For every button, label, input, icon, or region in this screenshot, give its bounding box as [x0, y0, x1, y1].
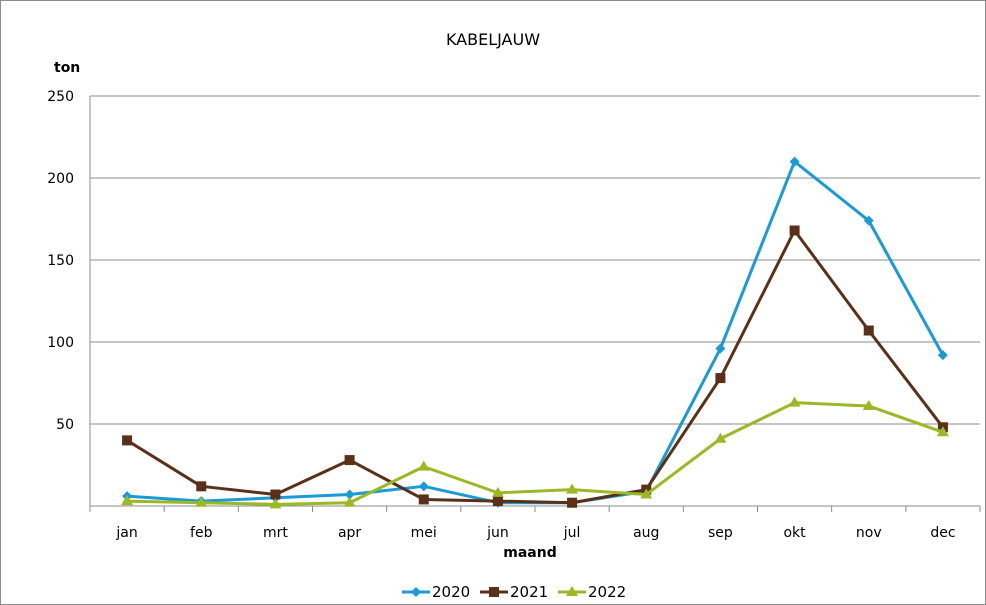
axes: 250 200 150 100 50 jan feb mrt apr mei jun jul aug se… — [47, 89, 981, 541]
data-point-2022-dec — [936, 426, 949, 437]
data-point-2021-mrt — [270, 489, 281, 500]
data-point-2022-nov — [862, 399, 875, 410]
data-point-2021-nov — [863, 325, 874, 336]
y-tick-label: 250 — [47, 89, 74, 105]
data-point-2021-sep — [715, 373, 726, 384]
x-tick-label: jan — [115, 525, 137, 541]
legend-marker-2020 — [411, 587, 421, 597]
x-tick-label: jun — [486, 525, 509, 541]
data-point-2020-apr — [344, 489, 355, 500]
series-2020 — [122, 156, 948, 508]
legend-label-2022: 2022 — [588, 583, 626, 601]
y-tick-label: 100 — [47, 335, 74, 351]
x-tick-label: okt — [783, 525, 806, 541]
data-point-2020-mei — [418, 481, 429, 492]
y-tick-label: 200 — [47, 171, 74, 187]
data-point-2022-okt — [788, 396, 801, 407]
x-tick-label: apr — [338, 525, 361, 541]
data-point-2022-sep — [714, 432, 727, 443]
legend-item-2020: 2020 — [402, 583, 470, 601]
series-line-2022 — [127, 401, 944, 506]
data-point-2022-feb — [195, 496, 208, 507]
series-line-2020 — [126, 160, 945, 505]
x-tick-label: nov — [856, 525, 882, 541]
data-point-2020-dec — [937, 350, 948, 361]
series-2021 — [122, 225, 948, 508]
data-point-2020-nov — [863, 215, 874, 226]
data-point-2022-mei — [417, 460, 430, 471]
data-point-2022-apr — [343, 496, 356, 507]
legend-item-2022: 2022 — [558, 583, 626, 601]
data-point-2022-jan — [121, 495, 134, 506]
legend-marker-2021 — [489, 587, 499, 597]
x-tick-label: mrt — [263, 525, 288, 541]
data-point-2020-okt — [789, 156, 800, 167]
data-point-2021-feb — [196, 481, 207, 492]
legend-label-2020: 2020 — [432, 583, 470, 601]
x-tick-label: jul — [563, 525, 581, 541]
x-axis-label: maand — [503, 545, 556, 561]
series-2022 — [121, 396, 949, 509]
data-point-2021-jul — [567, 497, 578, 508]
y-axis-label: ton — [54, 60, 80, 76]
y-tick-label: 150 — [47, 253, 74, 269]
data-point-2021-apr — [344, 455, 355, 466]
data-point-2022-mrt — [269, 498, 282, 509]
legend: 2020 2021 2022 — [402, 583, 626, 601]
x-tick-label: sep — [708, 525, 733, 541]
chart-title: KABELJAUW — [446, 30, 540, 49]
data-point-2022-jun — [491, 486, 504, 497]
series-lines — [121, 156, 949, 509]
data-point-2021-mei — [418, 494, 429, 505]
data-point-2021-jan — [122, 435, 133, 446]
x-tick-label: dec — [930, 525, 955, 541]
legend-label-2021: 2021 — [510, 583, 548, 601]
x-tick-label: aug — [633, 525, 659, 541]
data-point-2022-jul — [566, 483, 579, 494]
data-point-2021-jun — [492, 496, 503, 507]
legend-marker-2022 — [566, 586, 578, 596]
x-tick-label: mei — [411, 525, 437, 541]
series-line-2021 — [126, 228, 945, 505]
x-tick-label: feb — [190, 525, 213, 541]
data-point-2022-aug — [640, 488, 653, 499]
data-point-2020-sep — [715, 343, 726, 354]
legend-item-2021: 2021 — [480, 583, 548, 601]
data-point-2021-okt — [789, 225, 800, 236]
gridlines — [90, 95, 980, 425]
y-tick-label: 50 — [56, 417, 74, 433]
